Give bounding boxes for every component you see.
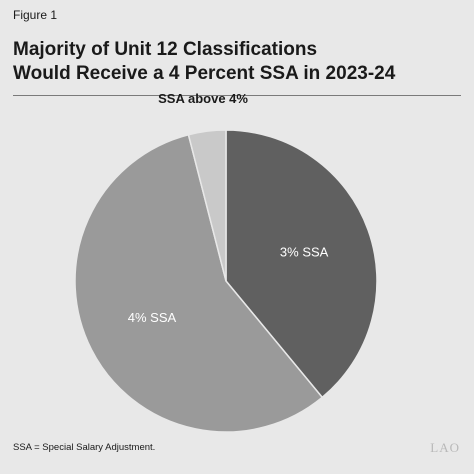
lao-logo: LAO (430, 440, 460, 455)
chart-title-line-2: Would Receive a 4 Percent SSA in 2023-24 (13, 63, 396, 84)
title-divider (13, 95, 461, 96)
figure-label: Figure 1 (13, 8, 58, 22)
pie-slice-ssa-above-4pct (187, 129, 227, 282)
pie-label-3pct-ssa: 3% SSA (280, 244, 329, 259)
pie-label-4pct-ssa: 4% SSA (128, 310, 177, 325)
chart-title-line-1: Majority of Unit 12 Classifications (13, 39, 318, 60)
pie-label-ssa-above-4pct: SSA above 4% (158, 91, 248, 106)
pie-slice-4pct-ssa (74, 133, 324, 433)
chart-title: Majority of Unit 12 Classifications Woul… (13, 38, 463, 86)
pie-slice-3pct-ssa (225, 129, 378, 399)
footnote: SSA = Special Salary Adjustment. (13, 442, 156, 453)
